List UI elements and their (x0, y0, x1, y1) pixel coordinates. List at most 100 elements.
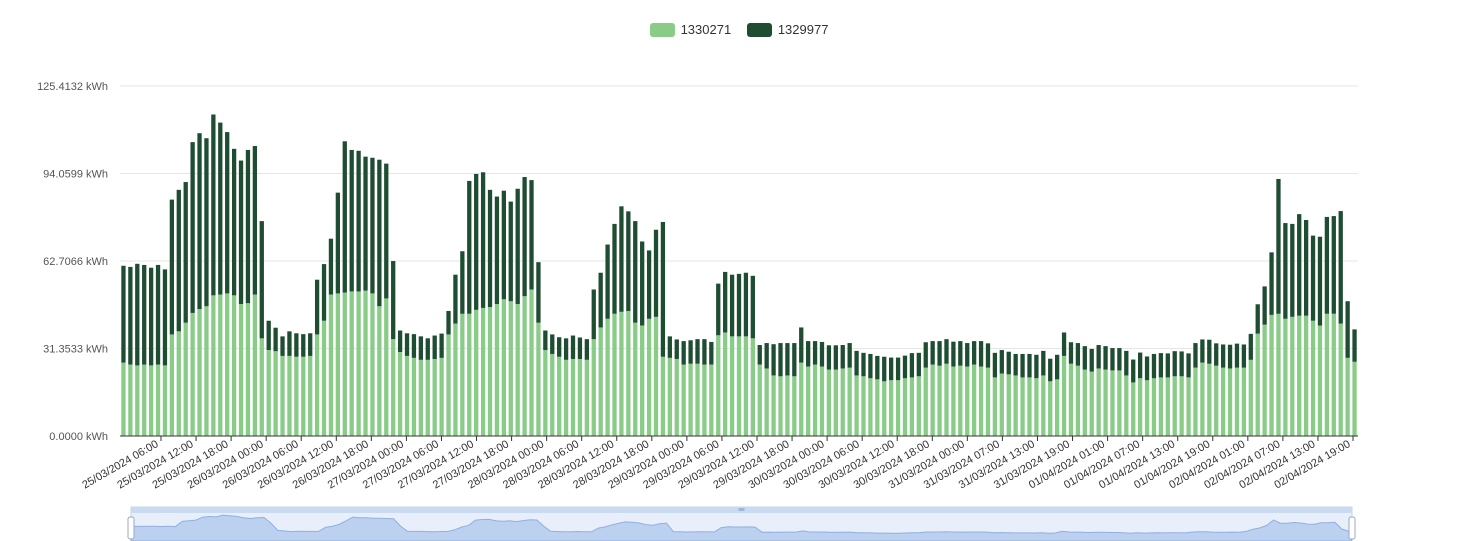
bar-series-1 (370, 293, 375, 436)
bar-series-2 (1096, 345, 1101, 369)
bar-series-2 (889, 357, 894, 381)
bar-series-2 (1262, 286, 1267, 325)
bar-series-1 (1220, 367, 1226, 436)
bar-series-1 (204, 306, 209, 436)
bar-series-2 (958, 341, 963, 366)
bar-series-2 (909, 353, 915, 378)
bar-series-2 (605, 244, 610, 319)
bar-series-1 (882, 381, 887, 436)
bar-series-2 (259, 221, 264, 339)
bar-series-2 (273, 327, 278, 352)
bar-series-1 (280, 355, 285, 436)
zoom-handle-right[interactable] (1348, 516, 1356, 540)
bar-series-2 (1200, 339, 1205, 363)
bar-series-1 (1103, 369, 1108, 436)
bar-series-2 (729, 274, 735, 337)
bar-series-1 (681, 364, 686, 436)
bar-series-1 (833, 369, 838, 436)
bar-series-2 (384, 163, 389, 299)
bar-series-1 (460, 313, 465, 436)
bar-series-1 (1082, 369, 1087, 436)
bar-series-2 (1276, 178, 1281, 314)
bar-series-1 (522, 296, 527, 436)
bar-series-2 (978, 341, 984, 367)
bar-series-1 (121, 362, 126, 436)
bar-series-2 (218, 122, 223, 295)
bar-series-2 (757, 345, 762, 365)
bar-series-2 (411, 334, 417, 358)
bar-series-1 (944, 363, 949, 436)
y-tick-label: 94.0599 kWh (43, 169, 108, 181)
bar-series-1 (169, 334, 175, 436)
bar-series-1 (148, 365, 154, 436)
bar-series-1 (965, 366, 970, 436)
bar-series-1 (446, 334, 451, 436)
bar-series-2 (916, 352, 921, 377)
bar-series-1 (716, 335, 721, 436)
zoom-drag-grip[interactable] (738, 508, 745, 511)
legend-label-series-2: 1329977 (777, 22, 829, 37)
bar-series-1 (1144, 380, 1150, 436)
bar-series-2 (1172, 351, 1177, 377)
bar-series-2 (985, 343, 991, 368)
legend-swatch-series-1 (649, 22, 675, 37)
bar-series-1 (958, 365, 963, 436)
bar-series-2 (591, 289, 596, 340)
bar-series-2 (868, 353, 873, 379)
bar-series-2 (557, 337, 562, 357)
bar-series-2 (155, 264, 161, 365)
bar-series-2 (231, 148, 237, 296)
bar-series-2 (1068, 342, 1074, 364)
bar-series-2 (999, 350, 1004, 374)
bar-series-2 (764, 343, 769, 369)
bar-series-1 (259, 338, 264, 436)
bar-series-2 (1220, 344, 1226, 368)
bar-series-1 (736, 336, 742, 436)
bar-series-2 (1317, 236, 1323, 326)
legend-swatch-series-2 (746, 22, 772, 37)
bar-series-2 (577, 337, 583, 359)
legend-item-series-1[interactable]: 1330271 (649, 22, 731, 37)
zoom-handle-left[interactable] (127, 516, 135, 540)
bar-series-1 (487, 307, 493, 436)
bar-series-2 (142, 264, 147, 365)
bar-series-2 (875, 355, 880, 380)
bar-series-1 (1006, 374, 1011, 436)
bar-series-2 (1269, 252, 1274, 315)
bar-series-1 (1048, 381, 1053, 436)
bar-series-1 (328, 294, 334, 436)
bar-series-1 (826, 369, 832, 436)
y-axis: 0.0000 kWh 31.3533 kWh 62.7066 kWh 94.0599 … (37, 81, 108, 443)
bar-series-2 (1290, 223, 1295, 317)
bars (121, 114, 1357, 436)
bar-series-2 (1352, 329, 1357, 362)
bar-series-2 (162, 269, 168, 366)
bar-series-2 (404, 333, 410, 356)
bar-series-1 (778, 376, 783, 436)
legend-item-series-2[interactable]: 1329977 (746, 22, 829, 37)
bar-series-1 (847, 367, 852, 436)
y-tick-label: 0.0000 kWh (49, 431, 108, 443)
bar-series-2 (882, 356, 887, 382)
bar-series-2 (314, 279, 320, 335)
legend: 1330271 1329977 (0, 22, 1478, 40)
bar-series-2 (266, 320, 271, 351)
bar-series-1 (1041, 375, 1046, 436)
bar-series-1 (515, 303, 520, 436)
bar-series-2 (833, 345, 838, 370)
data-zoom-slider[interactable] (127, 506, 1356, 541)
bar-series-2 (536, 262, 541, 323)
bar-series-1 (923, 367, 928, 436)
bar-series-2 (965, 343, 970, 367)
bar-series-1 (570, 358, 576, 436)
bar-series-1 (135, 365, 140, 436)
bar-series-1 (1345, 357, 1350, 436)
bar-series-1 (764, 368, 769, 436)
bar-series-2 (633, 221, 638, 323)
bar-series-1 (750, 338, 755, 436)
bar-series-1 (266, 350, 271, 436)
bar-series-2 (1310, 235, 1316, 321)
bar-series-1 (308, 355, 313, 436)
bar-series-2 (660, 221, 666, 357)
bar-series-2 (1048, 358, 1053, 382)
